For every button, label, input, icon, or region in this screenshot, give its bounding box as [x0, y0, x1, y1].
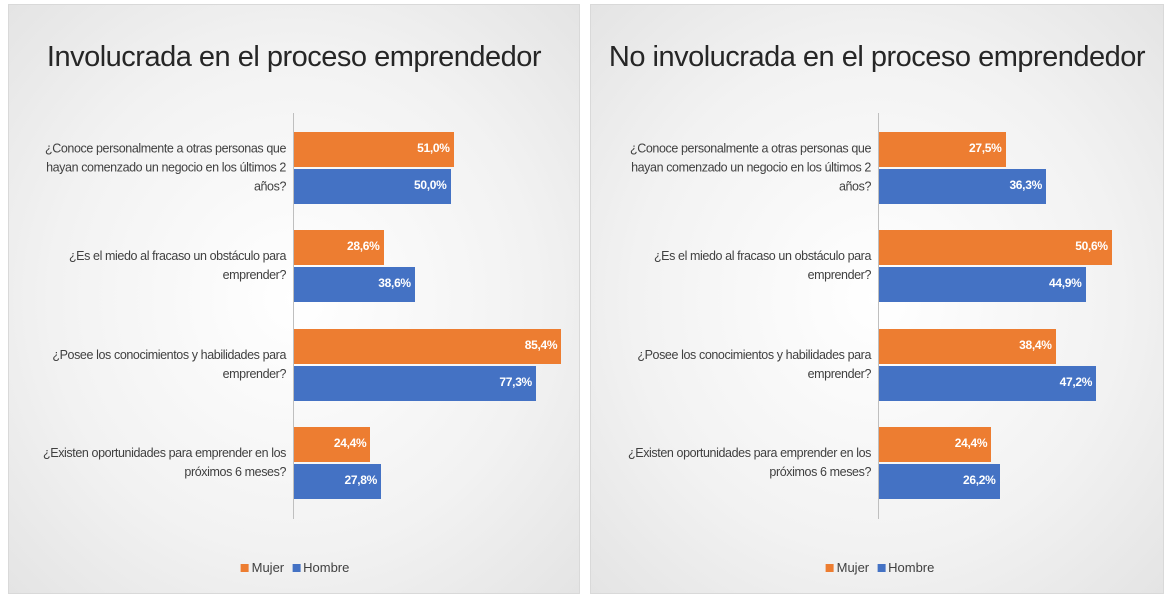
legend-label: Mujer: [251, 560, 285, 575]
data-label: 38,6%: [378, 276, 411, 290]
chart-title: Involucrada en el proceso emprendedor: [46, 41, 542, 73]
bar: 24,4%: [879, 427, 992, 462]
data-label: 47,2%: [1059, 375, 1093, 389]
data-label: 51,0%: [417, 141, 450, 155]
legend-item: Mujer: [825, 560, 870, 575]
legend-swatch: [825, 564, 834, 572]
category-label: ¿Existen oportunidades para emprender en…: [43, 446, 286, 479]
bar: 51,0%: [294, 132, 454, 167]
bar: 44,9%: [879, 267, 1086, 302]
legend-swatch: [240, 564, 249, 572]
data-label: 24,4%: [954, 436, 988, 450]
category-label: ¿Posee los conocimientos y habilidades p…: [637, 348, 871, 381]
data-label: 38,4%: [1019, 338, 1052, 352]
bar: 50,6%: [879, 230, 1112, 265]
data-label: 44,9%: [1049, 276, 1082, 290]
category-axis: [293, 113, 294, 519]
legend-swatch: [292, 564, 301, 572]
bar: 50,0%: [294, 169, 451, 204]
bar: 27,5%: [879, 132, 1006, 167]
bar: 24,4%: [294, 427, 371, 462]
data-label: 85,4%: [524, 338, 558, 352]
bar: 38,4%: [879, 329, 1056, 364]
chart-title: No involucrada en el proceso emprendedor: [608, 41, 1146, 73]
bar: 85,4%: [294, 329, 562, 364]
category-label: ¿Conoce personalmente a otras personas q…: [45, 141, 286, 194]
data-label: 27,5%: [968, 141, 1002, 155]
legend: Mujer Hombre: [825, 560, 934, 575]
legend-swatch: [877, 564, 886, 572]
data-label: 28,6%: [346, 239, 380, 253]
bar: 38,6%: [294, 267, 415, 302]
bar: 77,3%: [294, 366, 536, 401]
category-label: ¿Conoce personalmente a otras personas q…: [630, 141, 871, 194]
chart-panel: Involucrada en el proceso emprendedor ¿Co…: [8, 4, 580, 594]
legend-item: Hombre: [877, 560, 934, 575]
category-axis: [878, 113, 879, 519]
category-label: ¿Es el miedo al fracaso un obstáculo par…: [653, 249, 871, 282]
category-label: ¿Posee los conocimientos y habilidades p…: [52, 348, 286, 381]
data-label: 36,3%: [1009, 178, 1042, 192]
data-label: 77,3%: [499, 375, 532, 389]
bar: 26,2%: [879, 464, 1000, 499]
bar: 36,3%: [879, 169, 1046, 204]
bar: 28,6%: [294, 230, 384, 265]
legend: Mujer Hombre: [240, 560, 349, 575]
legend-label: Mujer: [836, 560, 870, 575]
bar: 47,2%: [879, 366, 1097, 401]
legend-item: Hombre: [292, 560, 349, 575]
data-label: 26,2%: [962, 473, 996, 487]
category-label: ¿Es el miedo al fracaso un obstáculo par…: [68, 249, 286, 282]
data-label: 27,8%: [344, 473, 377, 487]
data-label: 50,0%: [413, 178, 447, 192]
legend-item: Mujer: [240, 560, 285, 575]
chart-panel: No involucrada en el proceso emprendedor…: [590, 4, 1164, 594]
data-label: 24,4%: [333, 436, 367, 450]
data-label: 50,6%: [1075, 239, 1108, 253]
legend-label: Hombre: [303, 560, 350, 575]
legend-label: Hombre: [888, 560, 935, 575]
bar: 27,8%: [294, 464, 381, 499]
category-label: ¿Existen oportunidades para emprender en…: [628, 446, 871, 479]
